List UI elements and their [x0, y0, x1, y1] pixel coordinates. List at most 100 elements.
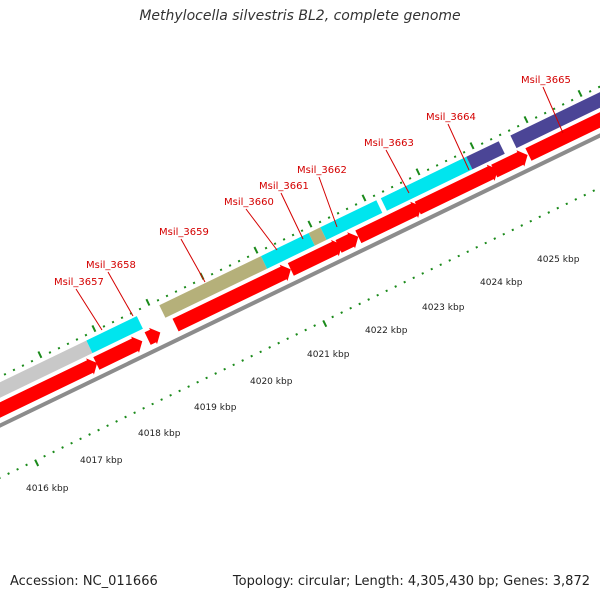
- scale-tick: [160, 398, 163, 401]
- genome-summary-text: Topology: circular; Length: 4,305,430 bp…: [232, 574, 590, 589]
- scale-tick: [583, 193, 587, 197]
- scale-tick: [52, 450, 55, 454]
- tick-mark: [588, 90, 592, 93]
- accession-text: Accession: NC_011666: [10, 574, 158, 589]
- scale-tick: [565, 202, 569, 206]
- tick-mark: [561, 103, 565, 106]
- tick-mark: [138, 307, 142, 311]
- scale-tick: [367, 298, 370, 301]
- scale-tick: [322, 319, 328, 328]
- scale-tick: [574, 198, 578, 201]
- scale-tick: [466, 250, 470, 254]
- gene-label: Msil_3662: [297, 165, 347, 176]
- tick-mark: [381, 190, 385, 193]
- gene-label: Msil_3665: [521, 75, 571, 86]
- cds-arrow: [355, 201, 422, 244]
- gene-leader-line: [107, 271, 134, 317]
- tick-mark: [156, 298, 160, 302]
- scale-label: 4019 kbp: [194, 403, 237, 413]
- tick-mark: [516, 124, 520, 128]
- gc-segment: [261, 233, 315, 269]
- scale-tick: [376, 293, 379, 297]
- gene-label: Msil_3663: [364, 138, 414, 149]
- scale-tick: [556, 206, 560, 210]
- genome-backbone: [0, 133, 600, 428]
- scale-tick: [151, 402, 154, 406]
- cds-arrow: [0, 358, 98, 418]
- scale-tick: [475, 245, 479, 249]
- scale-tick: [97, 428, 100, 432]
- scale-tick: [529, 219, 533, 223]
- scale-label: 4022 kbp: [365, 326, 408, 336]
- scale-tick: [520, 224, 524, 227]
- scale-tick: [295, 332, 299, 336]
- gene-label: Msil_3657: [54, 277, 104, 288]
- tick-mark: [390, 185, 394, 189]
- scale-tick: [169, 393, 172, 397]
- scale-tick: [187, 385, 190, 388]
- tick-mark: [577, 89, 583, 98]
- gene-leader-line: [318, 176, 338, 228]
- tick-mark: [12, 368, 16, 372]
- gc-segment: [0, 340, 93, 398]
- tick-mark: [264, 246, 268, 250]
- gene-label: Msil_3664: [426, 112, 476, 123]
- gene-leader-line: [245, 208, 278, 251]
- gene-labels: Msil_3657 Msil_3658 Msil_3659 Msil_3660 Msil…: [54, 75, 571, 331]
- tick-mark: [462, 150, 466, 154]
- gc-segment: [308, 227, 327, 246]
- scale-tick: [241, 359, 244, 362]
- scale-tick: [196, 380, 199, 384]
- tick-mark: [354, 203, 358, 206]
- backbone-line: [0, 133, 600, 428]
- tick-mark: [507, 129, 511, 132]
- scale-tick: [79, 437, 82, 441]
- scale-label: 4021 kbp: [307, 350, 350, 360]
- scale-tick: [25, 463, 28, 467]
- scale-tick: [61, 446, 64, 449]
- tick-mark: [345, 207, 349, 211]
- scale-tick: [511, 228, 515, 232]
- tick-mark: [480, 142, 484, 145]
- scale-tick: [349, 306, 352, 310]
- tick-mark: [399, 181, 403, 185]
- gene-leader-line: [280, 192, 304, 240]
- tick-mark: [3, 372, 7, 376]
- scale-label: 4025 kbp: [537, 255, 580, 265]
- scale-tick: [493, 237, 497, 240]
- scale-tick: [7, 472, 10, 475]
- gc-track: [0, 92, 600, 398]
- scale-tick: [304, 328, 307, 332]
- scale-tick: [448, 259, 452, 262]
- scale-tick: [124, 415, 127, 419]
- tick-mark: [523, 115, 529, 124]
- tick-mark: [435, 164, 439, 167]
- scale-tick: [142, 406, 145, 410]
- scale-tick: [88, 433, 91, 436]
- tick-mark: [282, 238, 286, 241]
- cds-arrow: [335, 232, 359, 253]
- scale-label: 4020 kbp: [250, 377, 293, 387]
- tick-mark: [336, 211, 340, 215]
- gc-segment: [380, 156, 473, 211]
- scale-tick: [250, 354, 253, 358]
- cds-arrow: [491, 150, 528, 178]
- scale-tick: [115, 420, 118, 423]
- scale-tick: [484, 241, 488, 245]
- scale-tick: [70, 441, 73, 445]
- tick-mark: [498, 133, 502, 137]
- tick-mark: [120, 316, 124, 320]
- scale-tick: [313, 324, 316, 327]
- tick-mark: [570, 98, 574, 102]
- tick-mark: [444, 159, 448, 163]
- tick-mark: [57, 346, 61, 350]
- tick-mark: [361, 194, 367, 202]
- tick-mark: [408, 177, 412, 180]
- scale-tick: [133, 411, 136, 415]
- scale-label: 4018 kbp: [138, 429, 181, 439]
- tick-mark: [210, 272, 214, 276]
- scale-label: 4016 kbp: [26, 484, 69, 494]
- tick-mark: [453, 155, 457, 159]
- tick-mark: [415, 168, 421, 176]
- scale-tick: [430, 267, 434, 271]
